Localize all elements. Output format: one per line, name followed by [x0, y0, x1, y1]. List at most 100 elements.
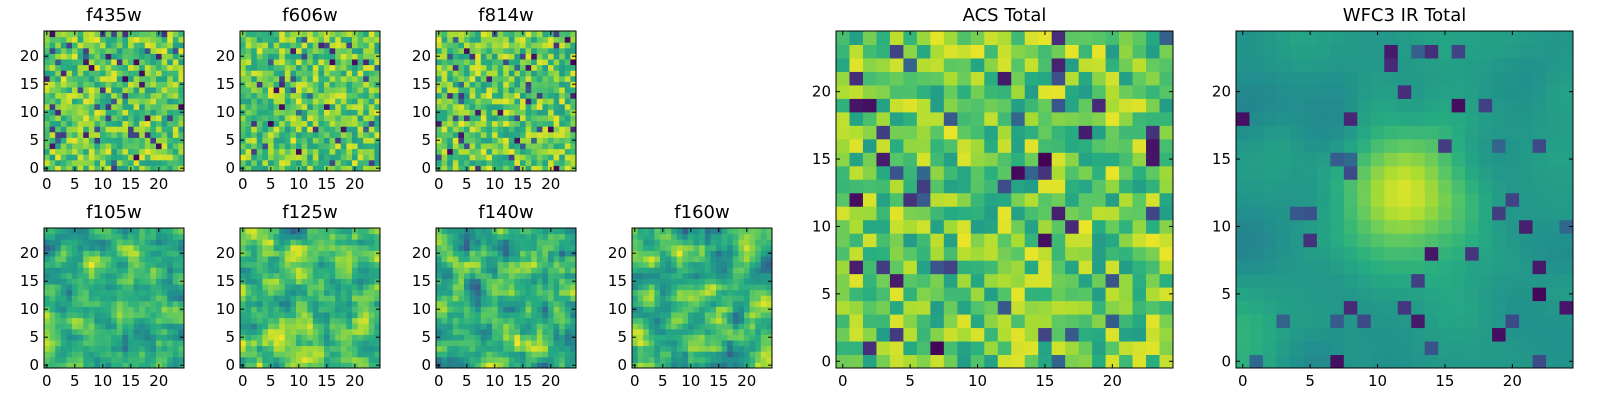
- heatmap-cell: [116, 31, 123, 38]
- heatmap-cell: [480, 244, 487, 251]
- heatmap-cell: [671, 289, 678, 296]
- heatmap-cell: [105, 159, 112, 166]
- heatmap-cell: [1119, 273, 1134, 288]
- heatmap-cell: [553, 306, 560, 313]
- heatmap-cell: [536, 306, 543, 313]
- heatmap-cell: [116, 317, 123, 324]
- heatmap-cell: [508, 300, 515, 307]
- heatmap-cell: [268, 256, 275, 263]
- heatmap-cell: [464, 148, 471, 155]
- heatmap-cell: [570, 239, 577, 246]
- heatmap-cell: [447, 64, 454, 71]
- heatmap-cell: [105, 295, 112, 302]
- heatmap-cell: [525, 87, 532, 94]
- heatmap-cell: [312, 256, 319, 263]
- heatmap-cell: [83, 362, 90, 369]
- heatmap-cell: [72, 317, 79, 324]
- heatmap-cell: [492, 256, 499, 263]
- heatmap-cell: [368, 98, 375, 105]
- heatmap-cell: [128, 267, 135, 274]
- heatmap-cell: [60, 267, 67, 274]
- heatmap-cell: [441, 154, 448, 161]
- heatmap-cell: [72, 356, 79, 363]
- heatmap-cell: [240, 120, 247, 127]
- heatmap-cell: [721, 351, 728, 358]
- heatmap-cell: [240, 351, 247, 358]
- heatmap-cell: [458, 87, 465, 94]
- heatmap-cell: [374, 148, 381, 155]
- heatmap-cell: [570, 59, 577, 66]
- heatmap-cell: [755, 328, 762, 335]
- heatmap-cell: [150, 306, 157, 313]
- heatmap-cell: [352, 312, 359, 319]
- heatmap-cell: [508, 345, 515, 352]
- heatmap-cell: [957, 233, 972, 248]
- heatmap-cell: [307, 159, 314, 166]
- heatmap-cell: [1065, 287, 1080, 302]
- heatmap-cell: [150, 143, 157, 150]
- heatmap-cell: [245, 126, 252, 133]
- heatmap-cell: [374, 345, 381, 352]
- heatmap-cell: [930, 165, 945, 180]
- heatmap-cell: [245, 233, 252, 240]
- heatmap-cell: [279, 64, 286, 71]
- heatmap-cell: [436, 47, 443, 54]
- heatmap-cell: [307, 36, 314, 43]
- heatmap-cell: [766, 239, 773, 246]
- heatmap-cell: [475, 53, 482, 60]
- heatmap-cell: [83, 284, 90, 291]
- heatmap-cell: [525, 261, 532, 268]
- heatmap-cell: [167, 53, 174, 60]
- heatmap-cell: [139, 250, 146, 257]
- heatmap-cell: [559, 36, 566, 43]
- heatmap-cell: [676, 323, 683, 330]
- heatmap-cell: [1038, 179, 1053, 194]
- heatmap-cell: [128, 317, 135, 324]
- heatmap-cell: [1065, 165, 1080, 180]
- heatmap-cell: [83, 250, 90, 257]
- heatmap-cell: [329, 137, 336, 144]
- heatmap-cell: [1159, 233, 1174, 248]
- heatmap-cell: [542, 244, 549, 251]
- heatmap-cell: [503, 59, 510, 66]
- heatmap-cell: [240, 233, 247, 240]
- heatmap-cell: [290, 120, 297, 127]
- heatmap-cell: [346, 75, 353, 82]
- heatmap-cell: [312, 42, 319, 49]
- heatmap-cell: [436, 143, 443, 150]
- heatmap-cell: [436, 261, 443, 268]
- heatmap-cell: [256, 351, 263, 358]
- heatmap-cell: [542, 103, 549, 110]
- heatmap-cell: [452, 272, 459, 279]
- heatmap-cell: [49, 92, 56, 99]
- heatmap-cell: [441, 70, 448, 77]
- heatmap-cell: [682, 362, 689, 369]
- heatmap-cell: [312, 126, 319, 133]
- heatmap-cell: [156, 75, 163, 82]
- heatmap-cell: [66, 295, 73, 302]
- heatmap-cell: [116, 87, 123, 94]
- heatmap-cell: [100, 250, 107, 257]
- heatmap-cell: [716, 239, 723, 246]
- heatmap-cell: [1146, 314, 1161, 329]
- heatmap-cell: [553, 362, 560, 369]
- x-tick-label: 5: [70, 372, 80, 390]
- heatmap-cell: [766, 328, 773, 335]
- heatmap-cell: [475, 289, 482, 296]
- heatmap-cell: [849, 287, 864, 302]
- heatmap-cell: [1132, 300, 1147, 315]
- heatmap-cell: [570, 312, 577, 319]
- heatmap-cell: [1011, 327, 1026, 342]
- heatmap-cell: [760, 345, 767, 352]
- heatmap-cell: [486, 165, 493, 172]
- heatmap-cell: [508, 306, 515, 313]
- heatmap-cell: [55, 228, 62, 235]
- heatmap-cell: [492, 278, 499, 285]
- heatmap-cell: [357, 31, 364, 38]
- heatmap-cell: [363, 159, 370, 166]
- heatmap-cell: [324, 289, 331, 296]
- heatmap-cell: [100, 312, 107, 319]
- heatmap-cell: [475, 267, 482, 274]
- heatmap-cell: [536, 131, 543, 138]
- heatmap-cell: [318, 36, 325, 43]
